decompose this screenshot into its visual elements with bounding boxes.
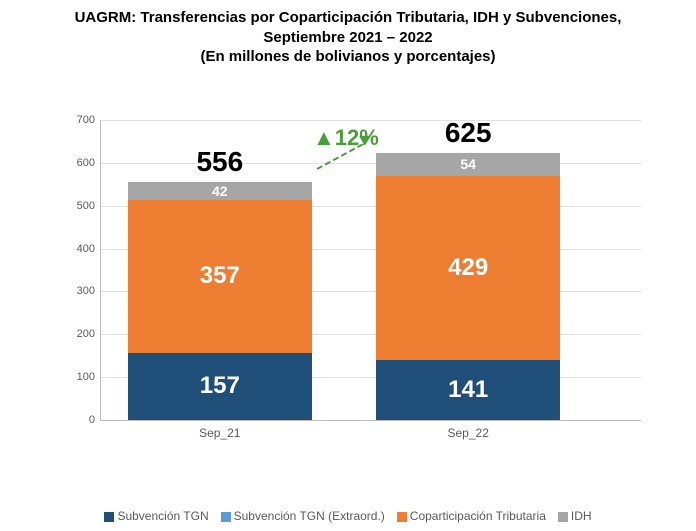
plot-region: 010020030040050060070015735742556Sep_211… [100, 120, 641, 421]
y-tick-label: 0 [89, 414, 101, 426]
y-tick-label: 200 [77, 328, 101, 340]
x-category-label: Sep_22 [376, 420, 560, 440]
bar-segment: 141 [376, 360, 560, 420]
gridline [101, 120, 641, 121]
legend-swatch [558, 512, 568, 522]
legend-label: Subvención TGN (Extraord.) [234, 509, 385, 523]
y-tick-label: 400 [77, 243, 101, 255]
legend-item: Subvención TGN (Extraord.) [221, 509, 385, 523]
legend-item: IDH [558, 509, 592, 523]
title-line2: Septiembre 2021 – 2022 [0, 28, 696, 48]
legend-label: Coparticipación Tributaria [410, 509, 546, 523]
title-line1: UAGRM: Transferencias por Coparticipació… [0, 8, 696, 28]
bar-segment: 42 [128, 182, 312, 200]
y-tick-label: 500 [77, 200, 101, 212]
bar-segment: 429 [376, 176, 560, 360]
y-tick-label: 100 [77, 371, 101, 383]
bar-segment: 157 [128, 353, 312, 420]
growth-label: ▲12% [313, 125, 379, 151]
bar-total-label: 625 [376, 117, 560, 149]
legend-label: Subvención TGN [117, 509, 208, 523]
legend-swatch [397, 512, 407, 522]
y-tick-label: 600 [77, 157, 101, 169]
chart-title: UAGRM: Transferencias por Coparticipació… [0, 0, 696, 67]
chart-area: 010020030040050060070015735742556Sep_211… [60, 120, 640, 460]
legend: Subvención TGN Subvención TGN (Extraord.)… [0, 509, 696, 523]
legend-swatch [221, 512, 231, 522]
title-line3: (En millones de bolivianos y porcentajes… [0, 47, 696, 67]
legend-swatch [104, 512, 114, 522]
bar-segment: 357 [128, 200, 312, 353]
y-tick-label: 700 [77, 114, 101, 126]
bar-segment: 54 [376, 153, 560, 176]
y-tick-label: 300 [77, 285, 101, 297]
legend-item: Subvención TGN [104, 509, 208, 523]
bar-total-label: 556 [128, 146, 312, 178]
legend-item: Coparticipación Tributaria [397, 509, 546, 523]
legend-label: IDH [571, 509, 592, 523]
x-category-label: Sep_21 [128, 420, 312, 440]
